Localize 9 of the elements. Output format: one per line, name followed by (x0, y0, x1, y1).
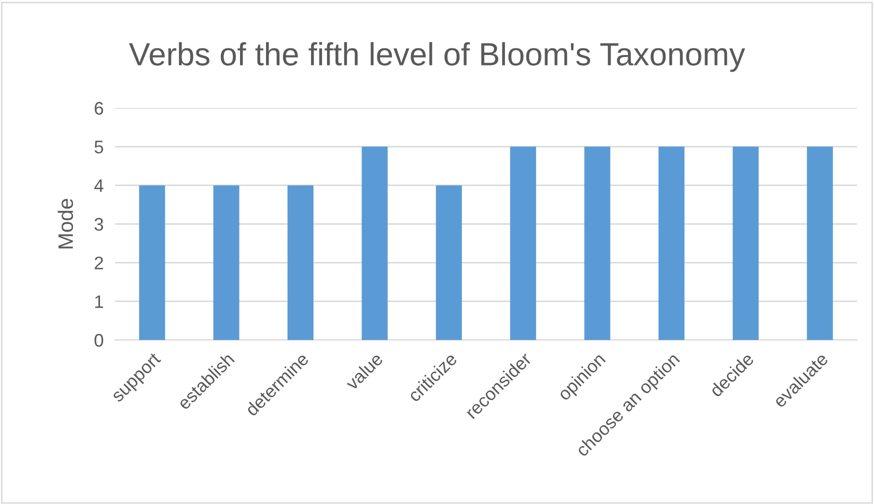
y-axis-title: Mode (58, 198, 74, 248)
y-tick-label: 4 (94, 179, 104, 192)
y-tick-label: 2 (94, 256, 103, 270)
y-tick-label: 0 (94, 334, 104, 347)
y-tick-label: 1 (95, 295, 104, 308)
y-tick-label: 5 (94, 140, 104, 154)
chart-title: Verbs of the fifth level of Bloom's Taxonomy (128, 42, 746, 72)
y-tick-label: 3 (94, 218, 104, 231)
y-tick-label: 6 (94, 102, 104, 115)
